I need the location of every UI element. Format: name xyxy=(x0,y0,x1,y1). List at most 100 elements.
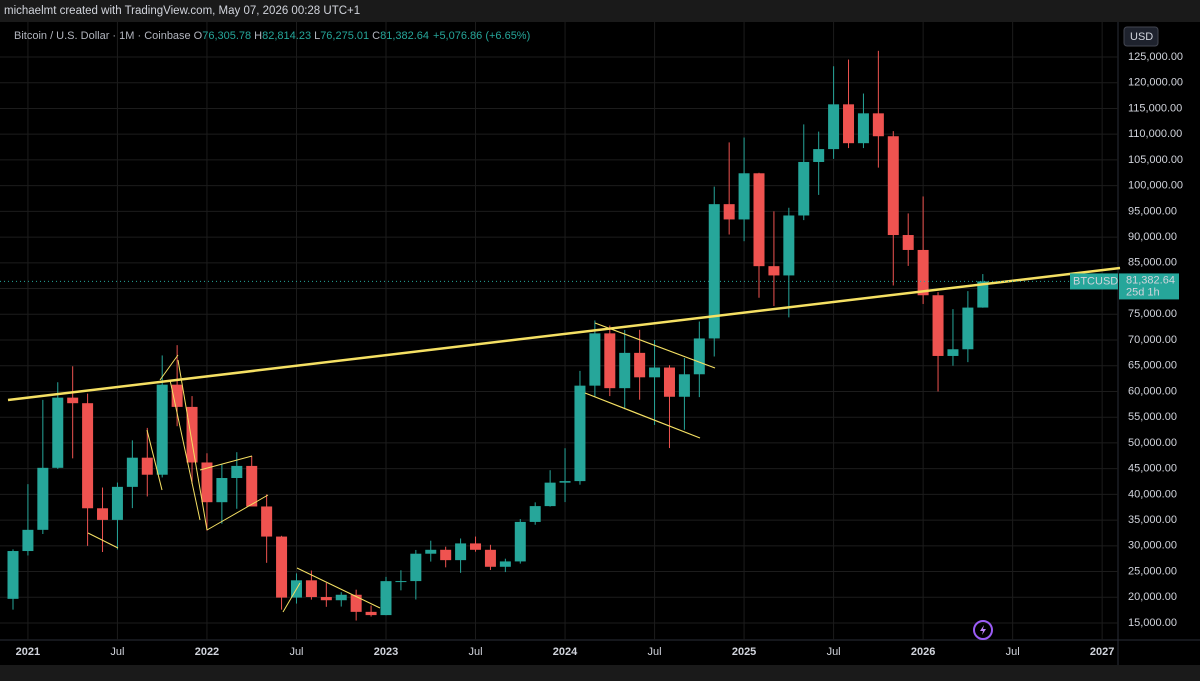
candle-body xyxy=(693,338,705,375)
price-label-box xyxy=(1119,273,1179,300)
x-tick-label: 2026 xyxy=(911,646,935,658)
ohlc-legend: Bitcoin / U.S. Dollar · 1M · Coinbase O76… xyxy=(14,30,530,42)
ohlc-value: 76,305.78 xyxy=(202,30,251,42)
x-tick-label: 2027 xyxy=(1090,646,1114,658)
candle-body xyxy=(753,173,765,267)
candle-body xyxy=(380,581,392,616)
candle-body xyxy=(708,204,720,339)
candle-body xyxy=(977,281,989,308)
x-tick-label: Jul xyxy=(1006,646,1020,658)
candle-body xyxy=(947,349,959,356)
candle-body xyxy=(902,235,914,250)
candle-body xyxy=(887,136,899,236)
candle-body xyxy=(231,465,243,479)
candle-body xyxy=(917,249,929,296)
candle-body xyxy=(350,594,362,612)
candle-body xyxy=(559,481,571,483)
x-tick-label: Jul xyxy=(468,646,482,658)
pattern-line xyxy=(206,494,269,531)
candle-body xyxy=(141,457,153,475)
logo-ring xyxy=(973,620,993,640)
candle-body xyxy=(649,367,661,378)
x-tick-label: Jul xyxy=(827,646,841,658)
candle-body xyxy=(529,506,541,522)
x-tick-label: 2023 xyxy=(374,646,398,658)
y-tick-label: 100,000.00 xyxy=(1128,180,1183,192)
ohlc-label: O xyxy=(194,30,203,42)
candle-body xyxy=(67,397,79,404)
candle-body xyxy=(962,307,974,350)
candle-body xyxy=(828,104,840,150)
y-tick-label: 75,000.00 xyxy=(1128,308,1177,320)
y-tick-label: 55,000.00 xyxy=(1128,411,1177,423)
candle-body xyxy=(484,549,496,567)
candle-body xyxy=(216,478,228,503)
candle-body xyxy=(514,521,526,562)
candle-body xyxy=(37,467,49,530)
symbol-line: Bitcoin / U.S. Dollar · 1M · Coinbase xyxy=(14,30,191,42)
candles xyxy=(7,50,989,621)
pattern-line xyxy=(159,354,179,381)
y-tick-label: 50,000.00 xyxy=(1128,437,1177,449)
candle-body xyxy=(7,551,19,599)
y-tick-label: 30,000.00 xyxy=(1128,540,1177,552)
candle-body xyxy=(738,173,750,220)
ohlc-value: 76,275.01 xyxy=(320,30,369,42)
candle-body xyxy=(783,215,795,276)
price-label-box xyxy=(1070,273,1118,290)
y-tick-label: 60,000.00 xyxy=(1128,385,1177,397)
top-bar xyxy=(0,0,1200,22)
candle-body xyxy=(425,549,437,554)
candle-body xyxy=(305,580,317,598)
candle-body xyxy=(604,333,616,389)
candle-body xyxy=(768,266,780,276)
candle-body xyxy=(634,352,646,378)
candle-body xyxy=(723,204,735,220)
pattern-line xyxy=(87,532,119,549)
candle-body xyxy=(246,465,258,507)
candle-body xyxy=(186,406,198,463)
candle-body xyxy=(663,367,675,397)
price-label-symbol: BTCUSD xyxy=(1073,275,1118,287)
x-tick-label: 2022 xyxy=(195,646,219,658)
pattern-line xyxy=(296,567,381,609)
ohlc-value: 81,382.64 xyxy=(380,30,429,42)
flag-line xyxy=(584,392,701,439)
candle-body xyxy=(932,295,944,356)
y-tick-label: 125,000.00 xyxy=(1128,51,1183,63)
logo xyxy=(973,620,993,640)
price-label-price: 81,382.64 xyxy=(1126,274,1175,286)
candle-body xyxy=(872,113,884,137)
y-tick-label: 35,000.00 xyxy=(1128,514,1177,526)
pattern-line xyxy=(146,429,163,491)
pattern-line xyxy=(282,582,301,613)
currency[interactable]: USD xyxy=(1130,31,1153,43)
candle-body xyxy=(544,482,556,507)
credit: michaelmt created with TradingView.com, … xyxy=(4,5,360,17)
candle-body xyxy=(276,536,288,598)
bottom-bar xyxy=(0,665,1200,681)
candle-body xyxy=(335,594,347,601)
y-tick-label: 25,000.00 xyxy=(1128,565,1177,577)
ohlc-label: H xyxy=(254,30,262,42)
candle-body xyxy=(470,543,482,550)
trendline xyxy=(7,266,1121,402)
currency-box[interactable] xyxy=(1123,26,1159,47)
y-tick-label: 40,000.00 xyxy=(1128,488,1177,500)
ohlc-value: 82,814.23 xyxy=(262,30,311,42)
x-tick-label: 2021 xyxy=(16,646,40,658)
candle-body xyxy=(261,506,273,537)
candle-body xyxy=(365,611,377,616)
candle-body xyxy=(52,397,64,468)
candle-body xyxy=(171,384,183,407)
y-tick-label: 110,000.00 xyxy=(1128,128,1182,140)
ohlc-change: +5,076.86 (+6.65%) xyxy=(433,30,530,42)
candle-body xyxy=(843,104,855,144)
candle-body xyxy=(499,561,511,567)
candle-body xyxy=(82,403,94,509)
logo-bolt xyxy=(980,625,986,635)
y-tick-label: 70,000.00 xyxy=(1128,334,1177,346)
candle-body xyxy=(440,549,452,561)
